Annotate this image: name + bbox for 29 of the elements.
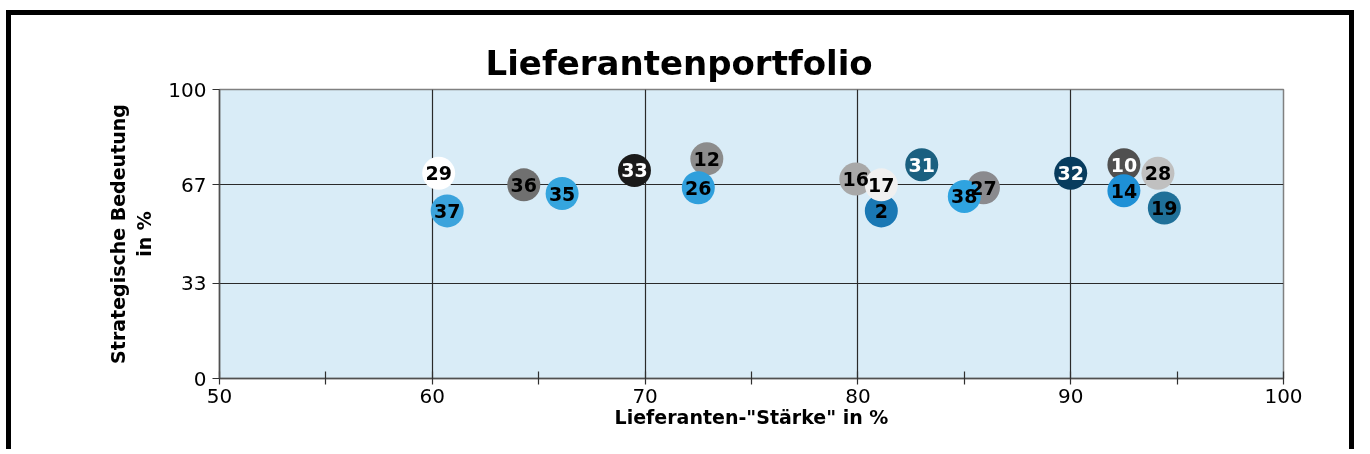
x-tick-label: 50 [206,383,233,408]
series-label: 29 [425,162,452,185]
x-tick-label: 90 [1057,383,1084,408]
y-axis-title: Strategische Bedeutung in % [106,104,156,364]
y-tick-label: 33 [181,271,207,296]
series-label: 14 [1110,179,1138,202]
x-tick-label: 60 [419,383,446,408]
x-tick-label: 80 [845,383,871,408]
series-label: 17 [868,173,895,196]
y-tick-label: 67 [181,172,207,197]
series-label: 26 [685,176,712,199]
series-label: 28 [1144,162,1172,185]
y-tick-label: 100 [168,77,207,102]
chart-title: Lieferantenportfolio [485,42,873,83]
x-axis-title: Lieferanten-"Stärke" in % [614,405,889,428]
x-tick-label: 70 [632,383,658,408]
y-tick-label: 0 [193,366,207,391]
series-label: 33 [621,159,648,182]
series-label: 10 [1110,153,1138,176]
series-label: 37 [433,199,461,222]
series-label: 2 [874,199,888,222]
series-label: 31 [908,153,935,176]
series-label: 36 [510,173,538,196]
x-tick-label: 100 [1264,383,1303,408]
series-label: 35 [548,182,576,205]
series-label: 16 [842,168,869,191]
series-label: 19 [1151,196,1178,219]
series-label: 32 [1057,162,1084,185]
series-label: 12 [693,147,721,170]
